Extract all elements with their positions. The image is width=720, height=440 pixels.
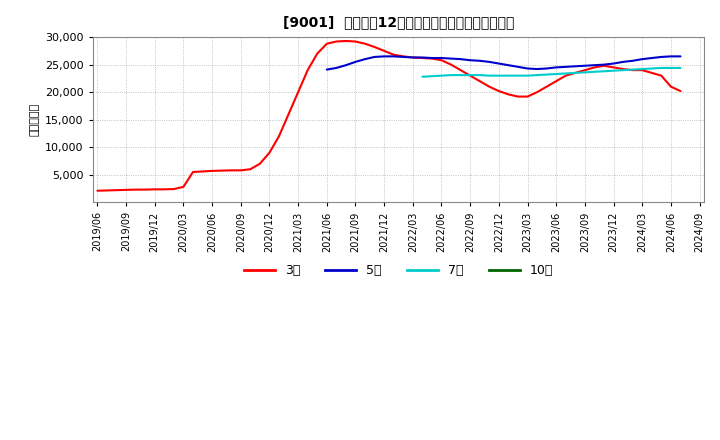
Legend: 3年, 5年, 7年, 10年: 3年, 5年, 7年, 10年 — [238, 259, 558, 282]
Y-axis label: （百万円）: （百万円） — [30, 103, 40, 136]
Title: [9001]  経常利益12か月移動合計の標準偏差の推移: [9001] 経常利益12か月移動合計の標準偏差の推移 — [283, 15, 514, 29]
